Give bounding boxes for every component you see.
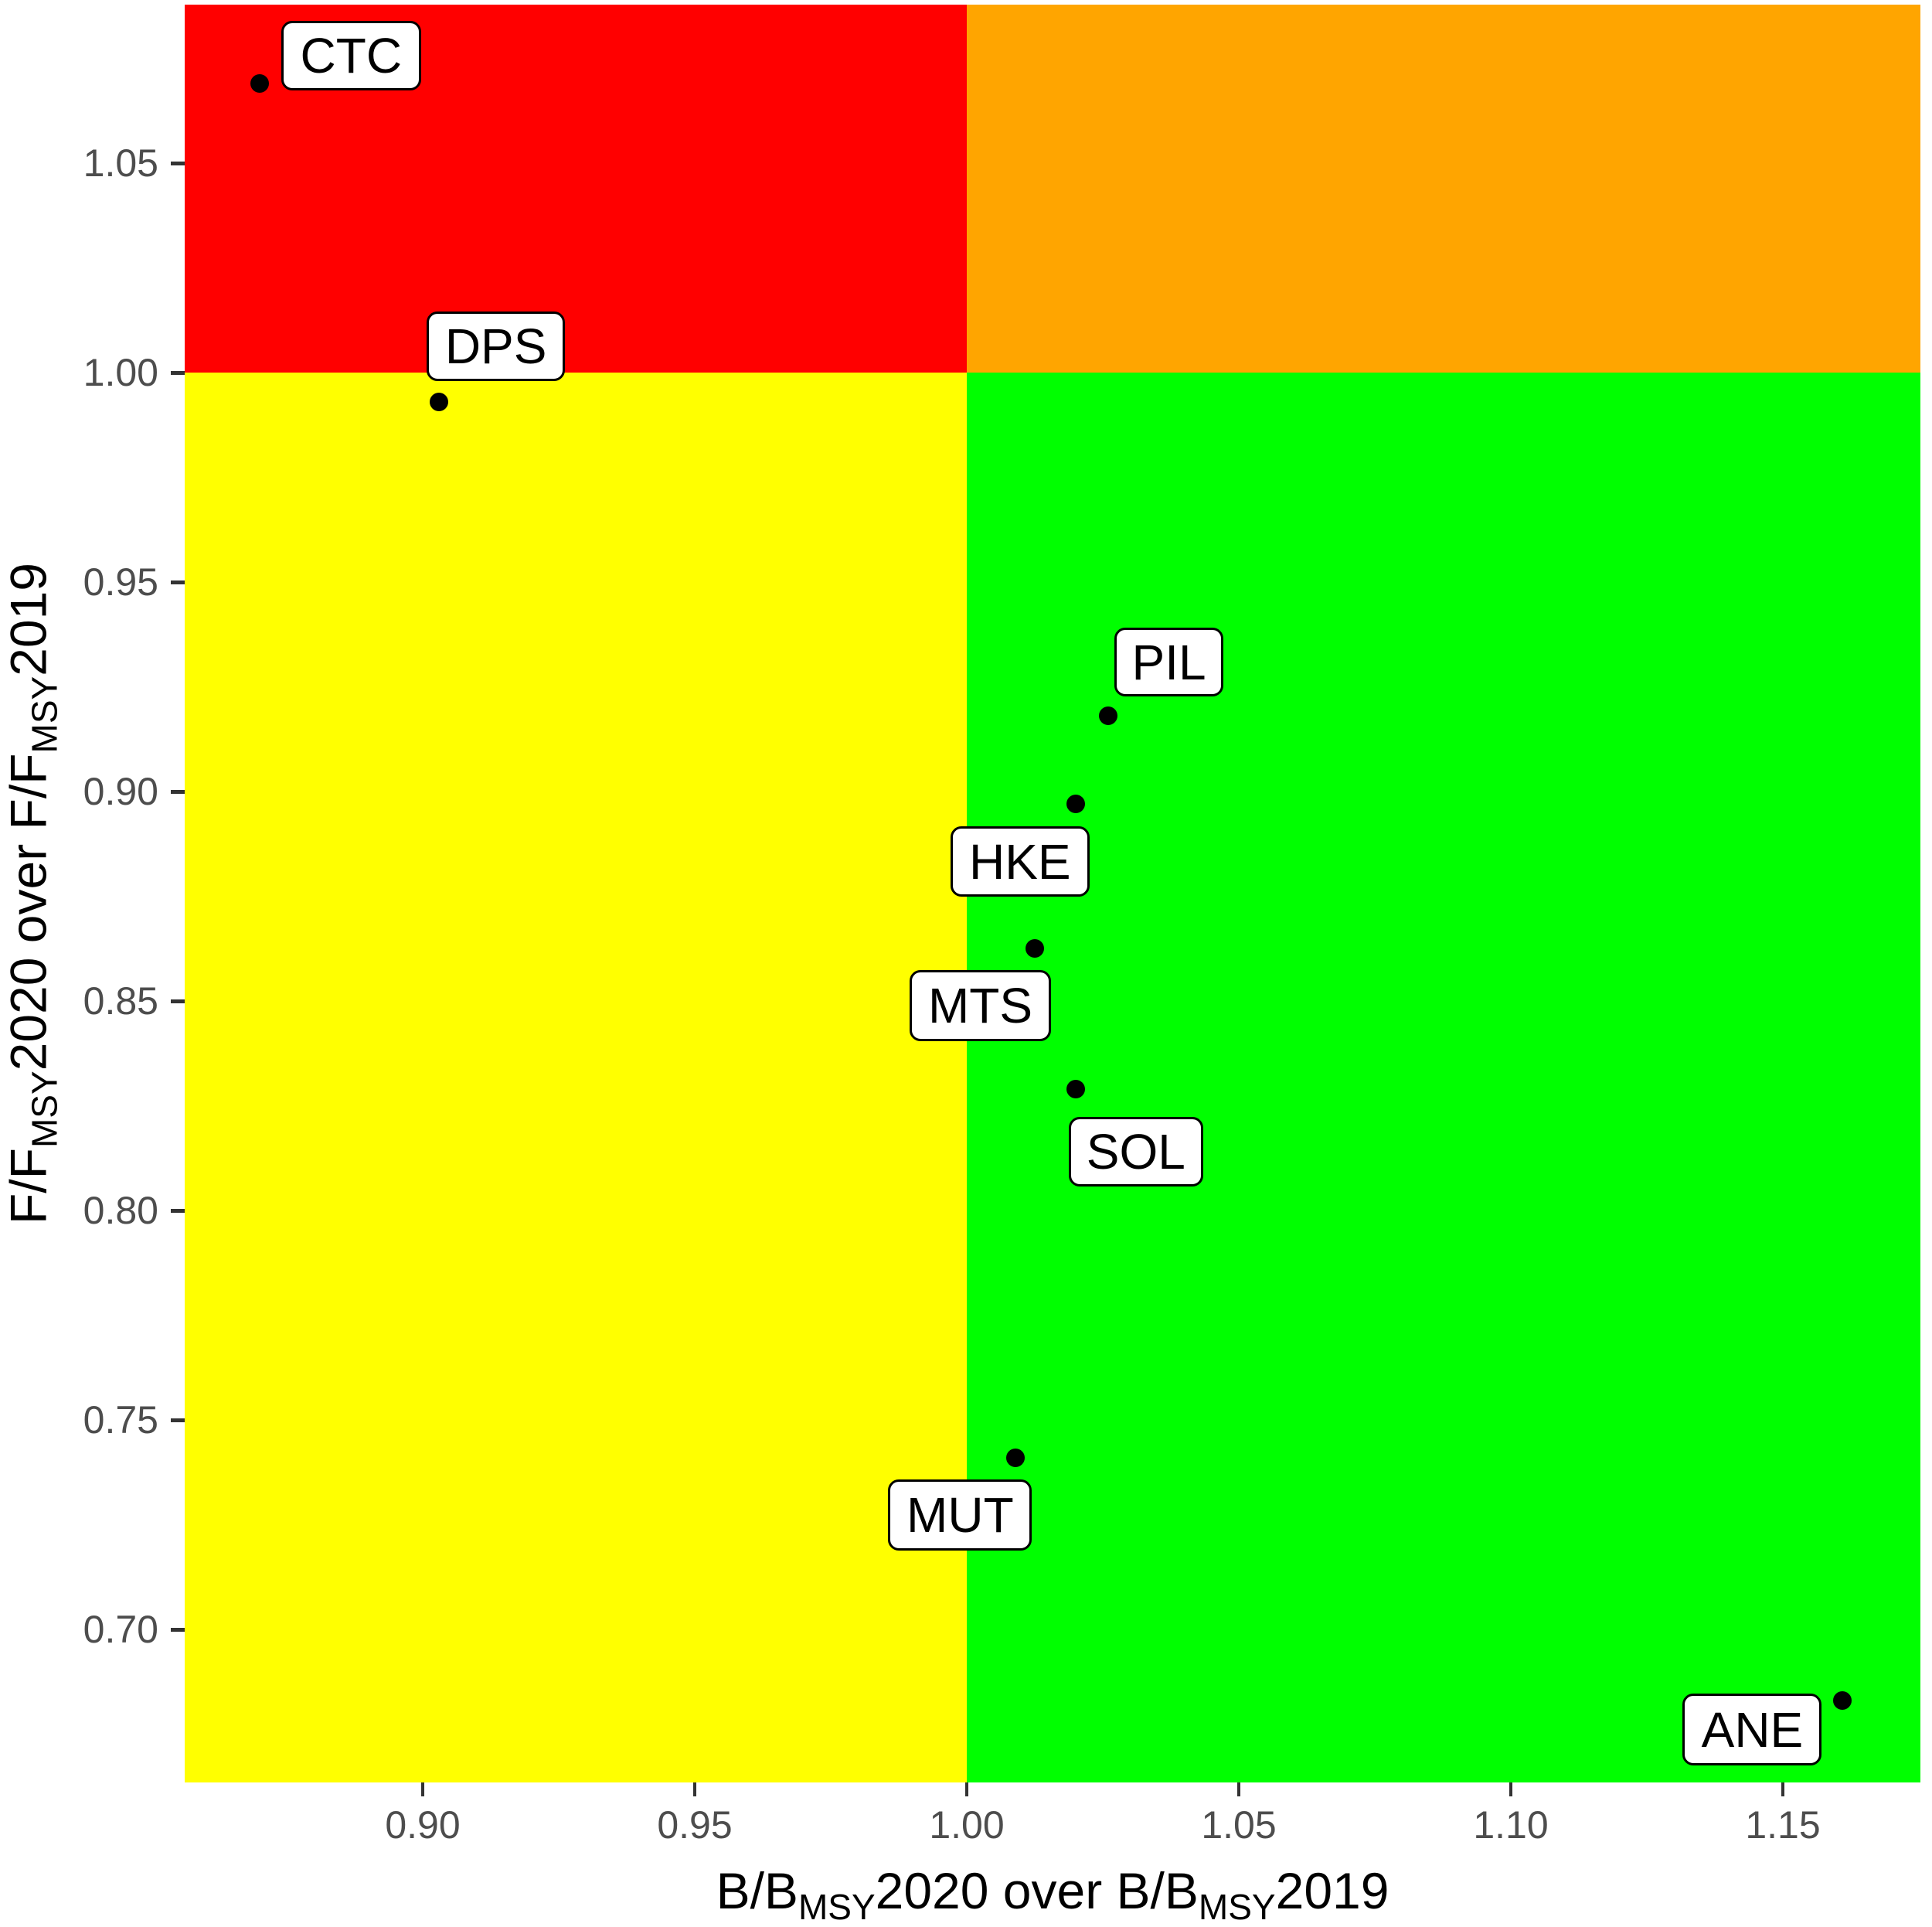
y-axis-title-part: 2019 (0, 562, 57, 676)
x-tick-mark (693, 1782, 696, 1796)
y-axis-title-subscript: MSY (24, 1071, 65, 1149)
data-point-ane[interactable] (1833, 1691, 1852, 1711)
y-tick-mark (171, 790, 185, 794)
y-tick-mark (171, 162, 185, 165)
x-axis-title-part: B/B (716, 1862, 798, 1919)
y-tick-mark (171, 999, 185, 1003)
x-tick-mark (1237, 1782, 1240, 1796)
y-tick-label: 0.85 (83, 979, 158, 1023)
y-tick-label: 0.75 (83, 1398, 158, 1442)
data-point-dps[interactable] (430, 392, 449, 411)
y-axis-title-part: 2020 over F/F (0, 753, 57, 1071)
y-tick-mark (171, 371, 185, 375)
x-axis-title-subscript: MSY (1198, 1887, 1276, 1927)
x-tick-mark (1781, 1782, 1784, 1796)
x-tick-label: 0.95 (657, 1803, 733, 1847)
y-tick-mark (171, 1418, 185, 1422)
y-tick-mark (171, 1628, 185, 1632)
x-tick-label: 1.10 (1473, 1803, 1549, 1847)
y-tick-label: 1.05 (83, 141, 158, 185)
x-tick-label: 1.05 (1201, 1803, 1277, 1847)
x-tick-label: 1.00 (929, 1803, 1005, 1847)
x-axis-title: B/BMSY2020 over B/BMSY2019 (716, 1863, 1389, 1927)
y-tick-label: 0.80 (83, 1189, 158, 1232)
data-point-pil[interactable] (1099, 706, 1118, 726)
data-point-hke[interactable] (1066, 795, 1085, 814)
quadrant-overfished-no-overfishing (185, 373, 967, 1782)
y-tick-label: 0.70 (83, 1608, 158, 1651)
point-label-hke: HKE (950, 826, 1090, 897)
data-point-mts[interactable] (1026, 939, 1044, 958)
point-label-dps: DPS (427, 311, 566, 381)
data-point-ctc[interactable] (250, 74, 269, 94)
x-tick-label: 1.15 (1745, 1803, 1821, 1847)
point-label-ctc: CTC (281, 21, 421, 91)
y-tick-label: 0.95 (83, 560, 158, 604)
point-label-ane: ANE (1682, 1694, 1822, 1766)
quadrant-healthy (967, 373, 1920, 1782)
y-axis-title-subscript: MSY (24, 676, 65, 754)
x-axis-title-subscript: MSY (798, 1887, 876, 1927)
x-axis-title-part: 2020 over B/B (875, 1862, 1199, 1919)
x-tick-mark (421, 1782, 424, 1796)
point-label-sol: SOL (1068, 1116, 1203, 1187)
x-tick-mark (1509, 1782, 1512, 1796)
data-point-mut[interactable] (1006, 1448, 1026, 1467)
point-label-pil: PIL (1114, 628, 1224, 697)
point-label-mut: MUT (888, 1479, 1032, 1551)
y-tick-label: 0.90 (83, 770, 158, 813)
y-axis-title: F/FMSY2020 over F/FMSY2019 (0, 562, 65, 1225)
point-label-mts: MTS (910, 970, 1051, 1042)
x-tick-label: 0.90 (385, 1803, 461, 1847)
y-axis-title-part: F/F (0, 1148, 57, 1225)
x-axis-title-part: 2019 (1275, 1862, 1389, 1919)
data-point-sol[interactable] (1066, 1079, 1085, 1098)
y-tick-mark (171, 1209, 185, 1213)
y-tick-label: 1.00 (83, 351, 158, 394)
y-tick-mark (171, 580, 185, 584)
x-tick-mark (965, 1782, 968, 1796)
quadrant-healthy-biomass-overfishing (967, 5, 1920, 373)
